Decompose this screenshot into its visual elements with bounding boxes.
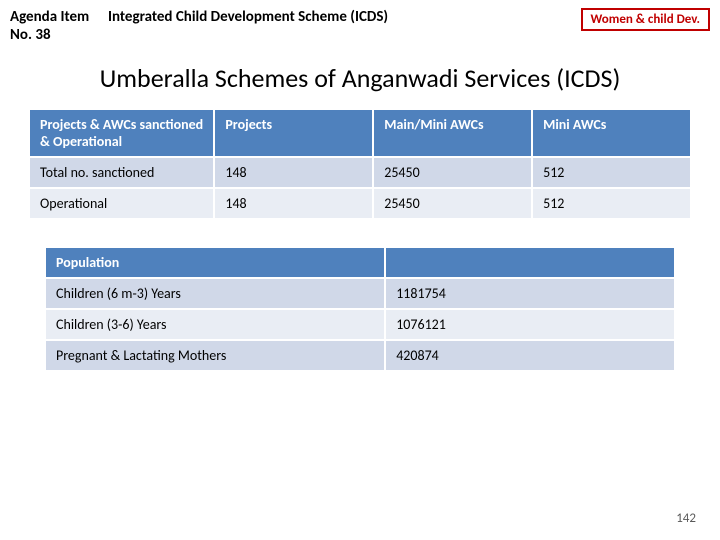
table-projects-awcs: Projects & AWCs sanctioned & Operational… xyxy=(28,108,692,220)
t2-r2c1: 420874 xyxy=(385,340,675,371)
t2-h1 xyxy=(385,247,675,278)
table2-header-row: Population xyxy=(45,247,675,278)
t1-r1c3: 512 xyxy=(532,188,691,219)
t1-h0: Projects & AWCs sanctioned & Operational xyxy=(29,109,214,157)
t1-r1c0: Operational xyxy=(29,188,214,219)
t2-h0: Population xyxy=(45,247,385,278)
t1-r0c0: Total no. sanctioned xyxy=(29,157,214,188)
table2-wrap: Population Children (6 m-3) Years 118175… xyxy=(0,246,720,372)
table1-header-row: Projects & AWCs sanctioned & Operational… xyxy=(29,109,691,157)
t1-r1c2: 25450 xyxy=(373,188,532,219)
table1-wrap: Projects & AWCs sanctioned & Operational… xyxy=(0,108,720,220)
t1-h3: Mini AWCs xyxy=(532,109,691,157)
table-row: Operational 148 25450 512 xyxy=(29,188,691,219)
t1-r0c3: 512 xyxy=(532,157,691,188)
t2-r1c1: 1076121 xyxy=(385,309,675,340)
table-row: Pregnant & Lactating Mothers 420874 xyxy=(45,340,675,371)
agenda-label: Agenda Item No. 38 xyxy=(10,8,100,44)
agenda-block: Agenda Item No. 38 Integrated Child Deve… xyxy=(10,8,388,44)
main-title: Umberalla Schemes of Anganwadi Services … xyxy=(0,62,720,94)
agenda-label-line1: Agenda Item xyxy=(10,8,89,26)
table-row: Children (3-6) Years 1076121 xyxy=(45,309,675,340)
table-row: Children (6 m-3) Years 1181754 xyxy=(45,278,675,309)
header-row: Agenda Item No. 38 Integrated Child Deve… xyxy=(0,0,720,44)
table-row: Total no. sanctioned 148 25450 512 xyxy=(29,157,691,188)
t2-r1c0: Children (3-6) Years xyxy=(45,309,385,340)
t1-r0c1: 148 xyxy=(214,157,373,188)
t1-h2: Main/Mini AWCs xyxy=(373,109,532,157)
t2-r2c0: Pregnant & Lactating Mothers xyxy=(45,340,385,371)
t2-r0c1: 1181754 xyxy=(385,278,675,309)
table-population: Population Children (6 m-3) Years 118175… xyxy=(44,246,676,372)
agenda-title: Integrated Child Development Scheme (ICD… xyxy=(108,8,388,44)
dept-badge: Women & child Dev. xyxy=(581,8,711,31)
page-number: 142 xyxy=(676,511,696,526)
t2-r0c0: Children (6 m-3) Years xyxy=(45,278,385,309)
t1-h1: Projects xyxy=(214,109,373,157)
t1-r1c1: 148 xyxy=(214,188,373,219)
t1-r0c2: 25450 xyxy=(373,157,532,188)
agenda-label-line2: No. 38 xyxy=(10,26,51,44)
